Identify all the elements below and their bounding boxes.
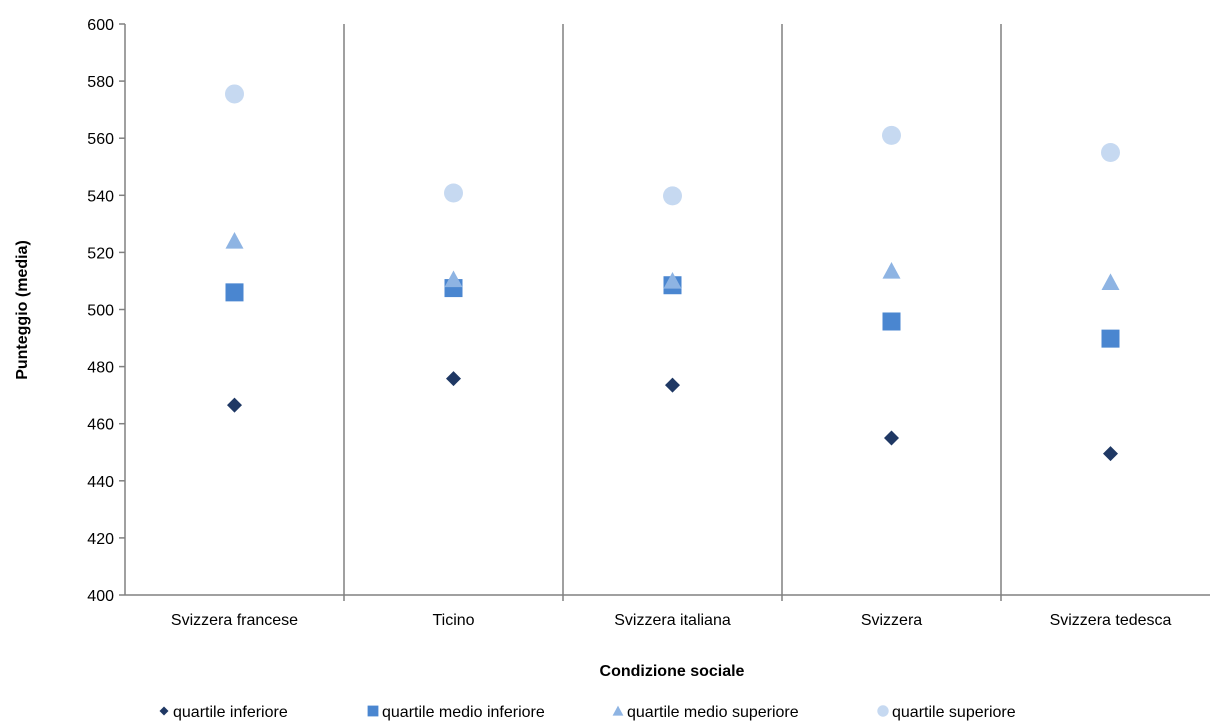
x-tick-label: Svizzera francese [171,612,298,629]
data-point-square [1101,329,1120,348]
data-point-triangle [444,270,463,288]
x-axis-title: Condizione sociale [600,663,745,680]
legend-diamond-icon [159,706,169,716]
x-tick-label: Svizzera italiana [614,612,731,629]
x-tick-label: Ticino [432,612,474,629]
y-tick-label: 400 [87,588,114,605]
data-point-triangle [1101,273,1120,291]
data-point-circle [1101,142,1120,162]
data-point-triangle [882,261,901,279]
data-point-triangle [663,271,682,289]
legend-square-icon [367,705,379,717]
y-tick-label: 440 [87,474,114,491]
plot-area [124,24,1210,601]
legend-label: quartile inferiore [173,704,288,721]
y-tick-label: 500 [87,303,114,320]
data-point-triangle [225,231,244,249]
legend-label: quartile medio superiore [627,704,799,721]
data-point-diamond [884,430,899,446]
data-point-diamond [227,397,242,413]
legend: quartile inferiore quartile medio inferio… [159,704,1016,721]
legend-label: quartile medio inferiore [382,704,545,721]
y-tick-label: 460 [87,417,114,434]
legend-triangle-icon [612,705,624,716]
data-point-circle [225,84,244,104]
x-axis-ticks: Svizzera francese Ticino Svizzera italiana… [171,612,1172,629]
y-tick-label: 420 [87,531,114,548]
legend-label: quartile superiore [892,704,1016,721]
y-tick-label: 600 [87,17,114,34]
data-point-square [225,283,244,302]
data-point-square [882,312,901,331]
y-tick-label: 560 [87,131,114,148]
y-tick-label: 520 [87,245,114,262]
data-point-circle [882,125,901,145]
x-tick-label: Svizzera [861,612,922,629]
y-axis-title: Punteggio (media) [14,240,31,380]
y-axis-ticks: 400 420 440 460 480 500 520 540 560 580 600 [87,17,125,605]
data-point-diamond [1103,446,1118,462]
y-tick-label: 480 [87,360,114,377]
data-point-circle [663,186,682,206]
data-point-diamond [446,371,461,387]
x-tick-label: Svizzera tedesca [1050,612,1172,629]
data-markers [225,84,1120,462]
y-tick-label: 580 [87,74,114,91]
data-point-diamond [665,377,680,393]
y-tick-label: 540 [87,188,114,205]
legend-circle-icon [877,705,889,717]
data-point-circle [444,183,463,203]
